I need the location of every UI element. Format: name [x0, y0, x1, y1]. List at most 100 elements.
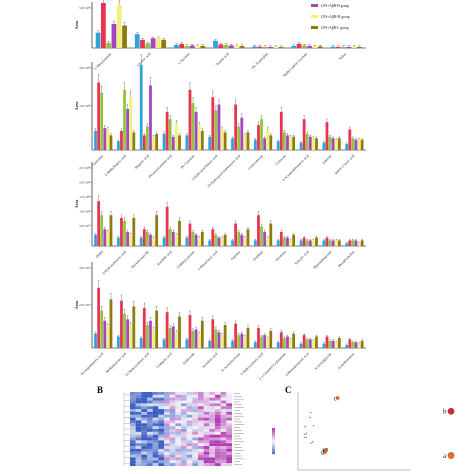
heatmap-key-step [272, 438, 275, 440]
heatmap-cell [152, 411, 159, 415]
heatmap-cell [186, 463, 193, 467]
heatmap-cell [215, 406, 221, 410]
heatmap-cell [203, 397, 210, 401]
y-tick-label: 2.0×10⁸ [79, 104, 91, 108]
heatmap-cell [192, 406, 199, 410]
heatmap-cell [209, 400, 216, 404]
heatmap-cell [164, 431, 170, 435]
heatmap-cell [164, 397, 170, 401]
heatmap-cell [220, 403, 227, 407]
bar [122, 25, 127, 48]
bar [286, 135, 289, 150]
heatmap-cell [141, 403, 148, 407]
heatmap-cell [141, 440, 148, 444]
bar [354, 240, 358, 246]
heatmap-cell [152, 409, 159, 412]
heatmap-key-step [272, 443, 275, 445]
pca-point [303, 436, 305, 439]
heatmap-cell [164, 406, 170, 410]
heatmap-cell [192, 437, 199, 441]
heatmap-cell [130, 443, 136, 447]
heatmap-cell [192, 448, 199, 452]
heatmap-cell [158, 414, 165, 418]
heatmap-cell [220, 411, 227, 415]
heatmap-cell [152, 423, 159, 427]
bar [218, 44, 224, 48]
heatmap-cell [186, 417, 193, 421]
heatmap-cell [135, 394, 142, 398]
heatmap-cell [198, 434, 204, 438]
heatmap-cell [164, 392, 170, 395]
bar [191, 232, 195, 246]
bar [252, 46, 258, 48]
heatmap-cell [203, 451, 210, 455]
bar [278, 46, 284, 48]
heatmap-cell [135, 403, 142, 407]
bar [140, 39, 145, 48]
heatmap-cell [135, 451, 142, 455]
legend-swatch-h [311, 4, 318, 7]
heatmap-cell [209, 392, 216, 395]
heatmap-cell [209, 460, 216, 464]
heatmap-cell [169, 406, 176, 410]
heatmap-cell [220, 429, 227, 432]
bar [142, 135, 146, 150]
heatmap-cell [130, 394, 136, 398]
bar [188, 223, 192, 246]
heatmap-key-step [272, 447, 275, 449]
heatmap-cell [158, 443, 165, 447]
heatmap-cell [169, 454, 176, 458]
heatmap-cell [215, 448, 221, 452]
bar [200, 45, 206, 48]
bar [142, 307, 146, 348]
heatmap-cell [175, 457, 182, 461]
bar [168, 119, 172, 150]
heatmap-cell [147, 446, 153, 449]
heatmap-cell [181, 403, 187, 407]
bar [116, 237, 120, 246]
heatmap-cell [181, 400, 187, 404]
y-tick-label: 1.0×10⁸ [79, 209, 91, 213]
bar [276, 141, 280, 150]
heatmap-cell [147, 406, 153, 410]
heatmap-cell [147, 411, 153, 415]
heatmap-cell [203, 463, 210, 467]
heatmap-key-step [272, 439, 275, 442]
heatmap-cell [215, 392, 221, 395]
bar [325, 336, 329, 348]
heatmap-cell [147, 403, 153, 407]
heatmap-cell [215, 431, 221, 435]
bar [195, 45, 200, 48]
heatmap-cell [175, 426, 182, 430]
bar [116, 141, 120, 150]
bar [246, 132, 250, 150]
heatmap-cell [192, 454, 199, 458]
heatmap-cell [198, 423, 204, 427]
bar [253, 342, 257, 348]
heatmap-cell [192, 411, 199, 415]
bar [162, 237, 166, 246]
heatmap-cell [192, 463, 199, 467]
heatmap-cell [203, 454, 210, 458]
heatmap-key-step [272, 431, 275, 434]
heatmap-cell [226, 397, 233, 401]
heatmap-cell [226, 460, 233, 464]
pca-point [310, 442, 312, 444]
bar [331, 138, 335, 150]
heatmap-cell [175, 431, 182, 435]
heatmap-cell [130, 400, 136, 404]
heatmap-cell [169, 426, 176, 430]
bar [307, 45, 313, 48]
heatmap-cell [130, 429, 136, 432]
bar [213, 40, 218, 48]
heatmap-cell [147, 440, 153, 444]
x-tick-label: Arginine [230, 250, 242, 262]
bar [171, 232, 175, 246]
bar [315, 336, 318, 348]
bar [97, 201, 101, 246]
bar [145, 232, 149, 246]
heatmap-cell [181, 431, 187, 435]
heatmap-cell [135, 431, 142, 435]
bar [354, 342, 358, 348]
bar [150, 38, 156, 48]
